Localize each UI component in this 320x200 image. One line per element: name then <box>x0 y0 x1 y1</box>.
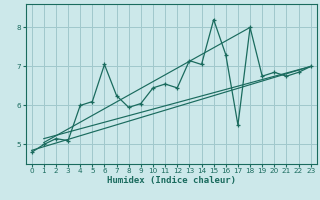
X-axis label: Humidex (Indice chaleur): Humidex (Indice chaleur) <box>107 176 236 185</box>
